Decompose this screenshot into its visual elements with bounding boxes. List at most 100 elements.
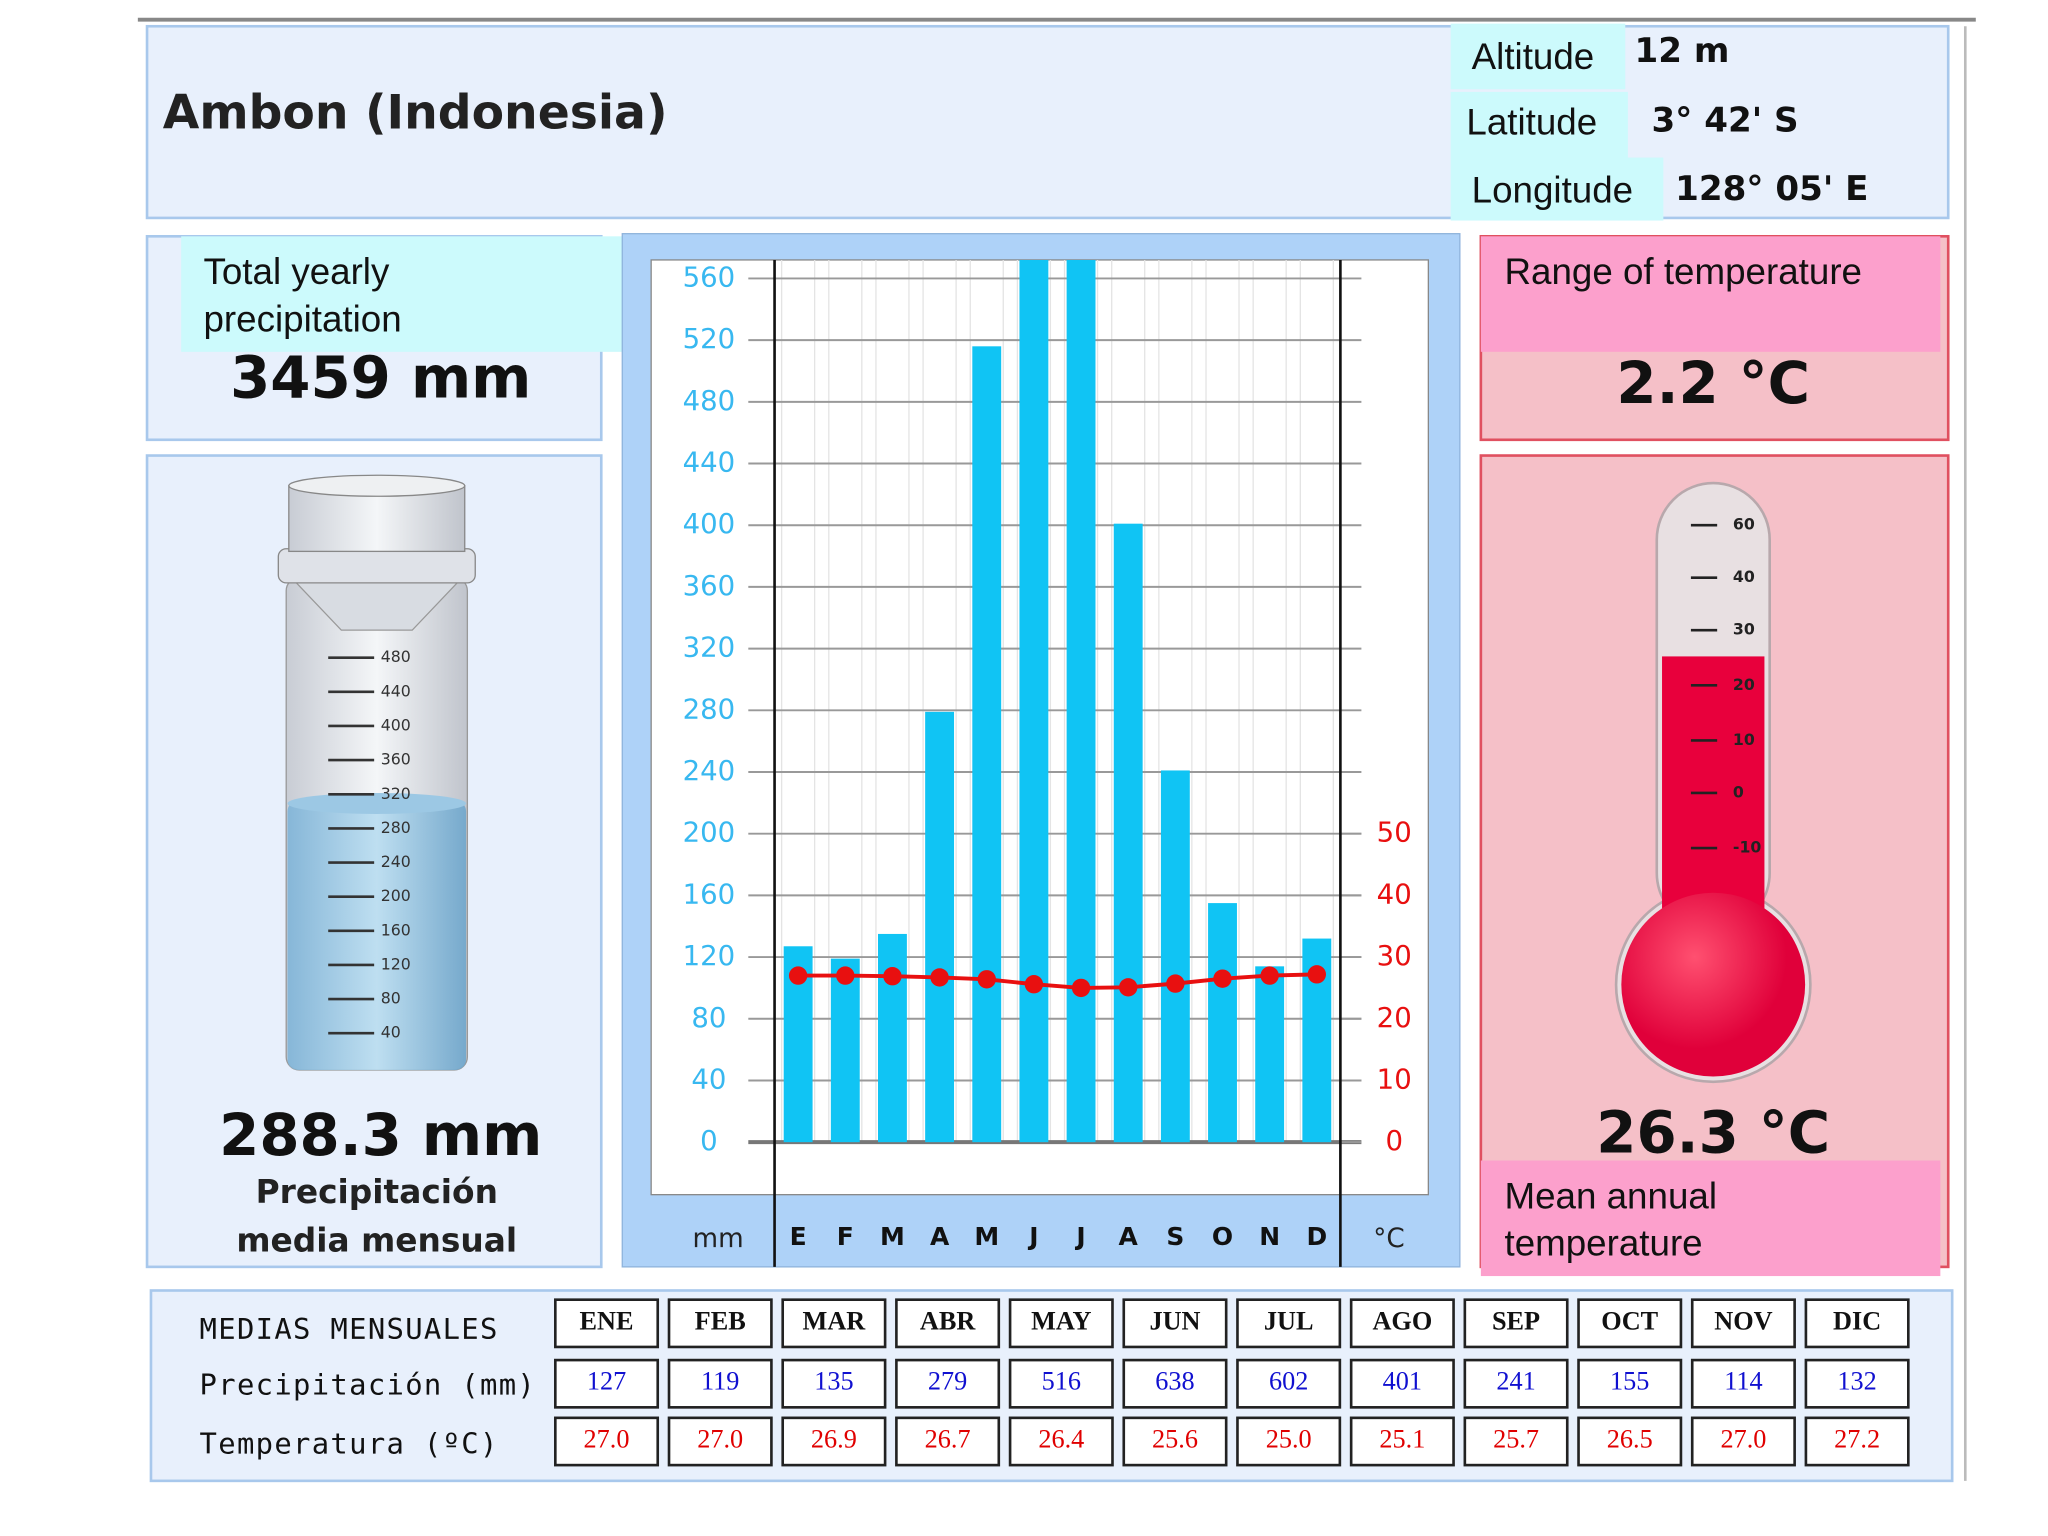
temp-cell: 25.7 — [1493, 1425, 1539, 1454]
temp-cell: 27.0 — [697, 1425, 743, 1454]
table-cell — [1577, 1416, 1683, 1467]
table-cell — [1463, 1298, 1569, 1349]
bar — [1066, 259, 1096, 1143]
bar — [925, 711, 955, 1143]
thermo-scale: 60 40 30 20 10 0 -10 — [1690, 515, 1761, 857]
y2-tick-label: 20 — [1377, 1002, 1412, 1034]
temp-cell: 25.6 — [1152, 1425, 1198, 1454]
x-tick-label: M — [880, 1222, 905, 1251]
y-tick-label: 160 — [683, 878, 736, 910]
table-cell — [781, 1416, 887, 1467]
table-cell — [1577, 1298, 1683, 1349]
temperature-point — [930, 968, 949, 987]
thermo-bulb — [1621, 892, 1806, 1077]
table-cell — [1463, 1416, 1569, 1467]
bar — [1113, 523, 1143, 1143]
gauge-rim — [288, 474, 466, 497]
bar — [1019, 259, 1049, 1143]
table-cell — [1804, 1298, 1910, 1349]
y-tick-label: 280 — [683, 693, 736, 725]
table-cell — [1690, 1416, 1796, 1467]
thermo-tick-label: 0 — [1733, 782, 1744, 801]
mean-precip-label: Precipitación — [256, 1173, 498, 1211]
thermo-tick-label: 60 — [1733, 515, 1755, 534]
temp-cell: 26.7 — [925, 1425, 971, 1454]
precip-cell: 119 — [701, 1367, 739, 1396]
x-tick-label: N — [1259, 1222, 1280, 1251]
gauge-tick-label: 360 — [381, 750, 411, 769]
month-cell: DIC — [1833, 1306, 1881, 1335]
precip-cell: 132 — [1837, 1367, 1876, 1396]
precip-cell: 127 — [587, 1367, 626, 1396]
month-cell: JUL — [1264, 1306, 1314, 1335]
table-cell — [1008, 1298, 1114, 1349]
label-box — [1480, 1160, 1941, 1277]
temp-cell: 27.0 — [584, 1425, 630, 1454]
table-cell — [1122, 1298, 1228, 1349]
precip-cell: 279 — [928, 1367, 967, 1396]
table-cell — [895, 1298, 1001, 1349]
label-box — [1450, 23, 1626, 90]
table-cell — [1236, 1358, 1342, 1409]
plot: 0408012016020024028032036040044048052056… — [683, 259, 1412, 1251]
table-cell — [667, 1416, 773, 1467]
month-cell: OCT — [1601, 1306, 1658, 1335]
gauge-water — [287, 800, 467, 1070]
bar — [1208, 903, 1237, 1143]
longitude-value: 128° 05' E — [1675, 169, 1868, 209]
table-cell — [1008, 1358, 1114, 1409]
y-tick-label: 80 — [691, 1002, 726, 1034]
temperature-point — [1260, 966, 1279, 985]
gauge-tick-label: 120 — [381, 954, 411, 973]
table-cell — [667, 1298, 773, 1349]
thermo-tick-label: 20 — [1733, 675, 1755, 694]
x-tick-label: D — [1306, 1222, 1327, 1251]
y-tick-label: 520 — [683, 323, 736, 355]
thermometer — [1614, 481, 1812, 1084]
x-tick-label: S — [1166, 1222, 1184, 1251]
table-cell — [554, 1358, 660, 1409]
gauge-tick-label: 40 — [381, 1023, 401, 1042]
month-cell: MAY — [1031, 1306, 1091, 1335]
gauge-tick-label: 160 — [381, 920, 411, 939]
temp-cell: 26.4 — [1038, 1425, 1084, 1454]
gauge-water-top — [287, 792, 467, 814]
gauge-tick-label: 440 — [381, 681, 411, 700]
thermo-tick-label: 10 — [1733, 730, 1755, 749]
month-cell: ABR — [920, 1306, 976, 1335]
thermo-tick-label: 40 — [1733, 567, 1755, 586]
precip-cell: 638 — [1155, 1367, 1194, 1396]
table-cell — [1690, 1358, 1796, 1409]
precip-cell: 155 — [1610, 1367, 1649, 1396]
y-tick-label: 480 — [683, 385, 736, 417]
table-cell — [1122, 1416, 1228, 1467]
table-cell — [781, 1358, 887, 1409]
x-tick-label: J — [1074, 1222, 1085, 1251]
mean-temp: 26.3 °C — [1596, 1099, 1830, 1167]
y-tick-label: 560 — [683, 261, 736, 293]
precip-cell: 114 — [1724, 1367, 1762, 1396]
y-tick-label: 240 — [683, 755, 736, 787]
mean-precip-label: media mensual — [236, 1221, 517, 1259]
month-cell: JUN — [1149, 1306, 1200, 1335]
x-tick-label: O — [1212, 1222, 1233, 1251]
gauge-tick-label: 200 — [381, 886, 411, 905]
y2-tick-label: 0 — [1385, 1125, 1403, 1157]
bar — [1160, 770, 1190, 1143]
temperature-point — [977, 970, 996, 989]
x-tick-label: J — [1027, 1222, 1038, 1251]
table-cell — [1349, 1358, 1455, 1409]
x-tick-label: F — [837, 1222, 854, 1251]
month-cell: SEP — [1492, 1306, 1540, 1335]
precip-cell: 135 — [814, 1367, 853, 1396]
table-cell — [1577, 1358, 1683, 1409]
temperature-point — [1071, 978, 1091, 998]
x-tick-label: M — [974, 1222, 999, 1251]
y-tick-label: 40 — [691, 1063, 726, 1095]
label-box — [1450, 91, 1628, 158]
gauge-tick-label: 400 — [381, 715, 411, 734]
y2-tick-label: 30 — [1377, 940, 1412, 972]
latitude-label: Latitude — [1466, 101, 1597, 142]
temperature-point — [1307, 965, 1327, 984]
table-cell — [1804, 1358, 1910, 1409]
